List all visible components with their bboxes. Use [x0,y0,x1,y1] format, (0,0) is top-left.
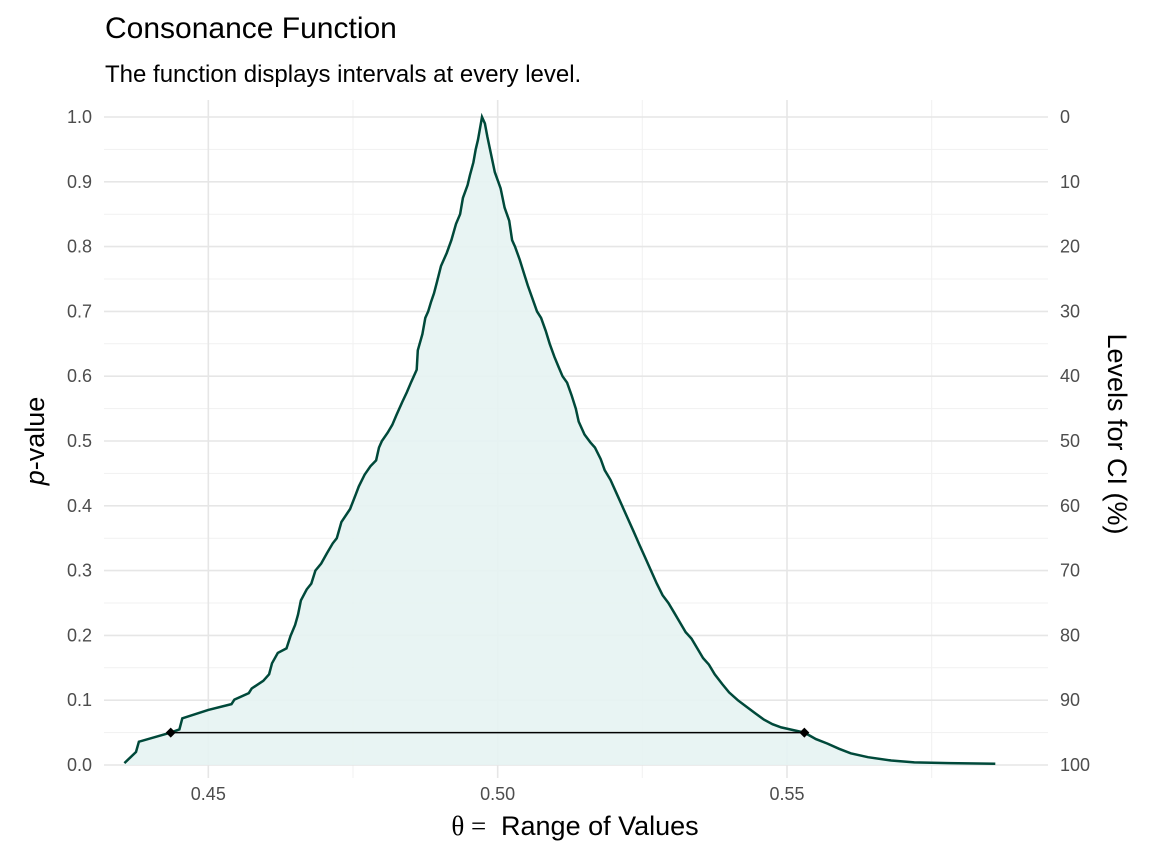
secondary-y-axis-ticks: 0 10 20 30 40 50 60 70 80 90 100 [1060,107,1090,775]
y-axis-ticks: 0.0 0.1 0.2 0.3 0.4 0.5 0.6 0.7 0.8 0.9 1.0 [67,107,92,775]
y-tick-label: 0.3 [67,561,92,581]
x-tick-label: 0.45 [191,784,226,804]
secondary-y-axis-title: Levels for CI (%) [1102,333,1132,534]
y-tick-label: 1.0 [67,107,92,127]
y-axis-label-italic: p [20,470,50,486]
y-axis-label: -value [20,397,50,471]
secondary-y-tick-label: 20 [1060,237,1080,257]
secondary-y-tick-label: 40 [1060,366,1080,386]
y-tick-label: 0.1 [67,690,92,710]
y-tick-label: 0.2 [67,625,92,645]
x-tick-label: 0.50 [480,784,515,804]
x-axis-title: θ = Range of Values [451,811,698,841]
secondary-y-tick-label: 60 [1060,496,1080,516]
secondary-y-tick-label: 0 [1060,107,1070,127]
theta-symbol: θ = [451,811,493,841]
secondary-y-tick-label: 50 [1060,431,1080,451]
consonance-curve-line [123,112,996,765]
y-tick-label: 0.8 [67,237,92,257]
x-tick-label: 0.55 [769,784,804,804]
chart-title: Consonance Function [105,12,397,45]
chart-subtitle: The function displays intervals at every… [105,61,581,88]
secondary-y-tick-label: 10 [1060,172,1080,192]
y-tick-label: 0.0 [67,755,92,775]
interval-upper-point [799,727,810,738]
y-tick-label: 0.6 [67,366,92,386]
secondary-y-tick-label: 90 [1060,690,1080,710]
secondary-y-tick-label: 80 [1060,625,1080,645]
y-tick-label: 0.7 [67,301,92,321]
secondary-y-tick-label: 70 [1060,561,1080,581]
x-axis-label: Range of Values [501,811,699,841]
y-axis-title: p-value [20,397,50,487]
consonance-area [124,117,996,765]
interval-lower-point [165,727,176,738]
secondary-y-tick-label: 30 [1060,301,1080,321]
x-axis-ticks: 0.45 0.50 0.55 [191,784,805,804]
y-tick-label: 0.9 [67,172,92,192]
y-tick-label: 0.4 [67,496,92,516]
secondary-y-tick-label: 100 [1060,755,1090,775]
y-tick-label: 0.5 [67,431,92,451]
